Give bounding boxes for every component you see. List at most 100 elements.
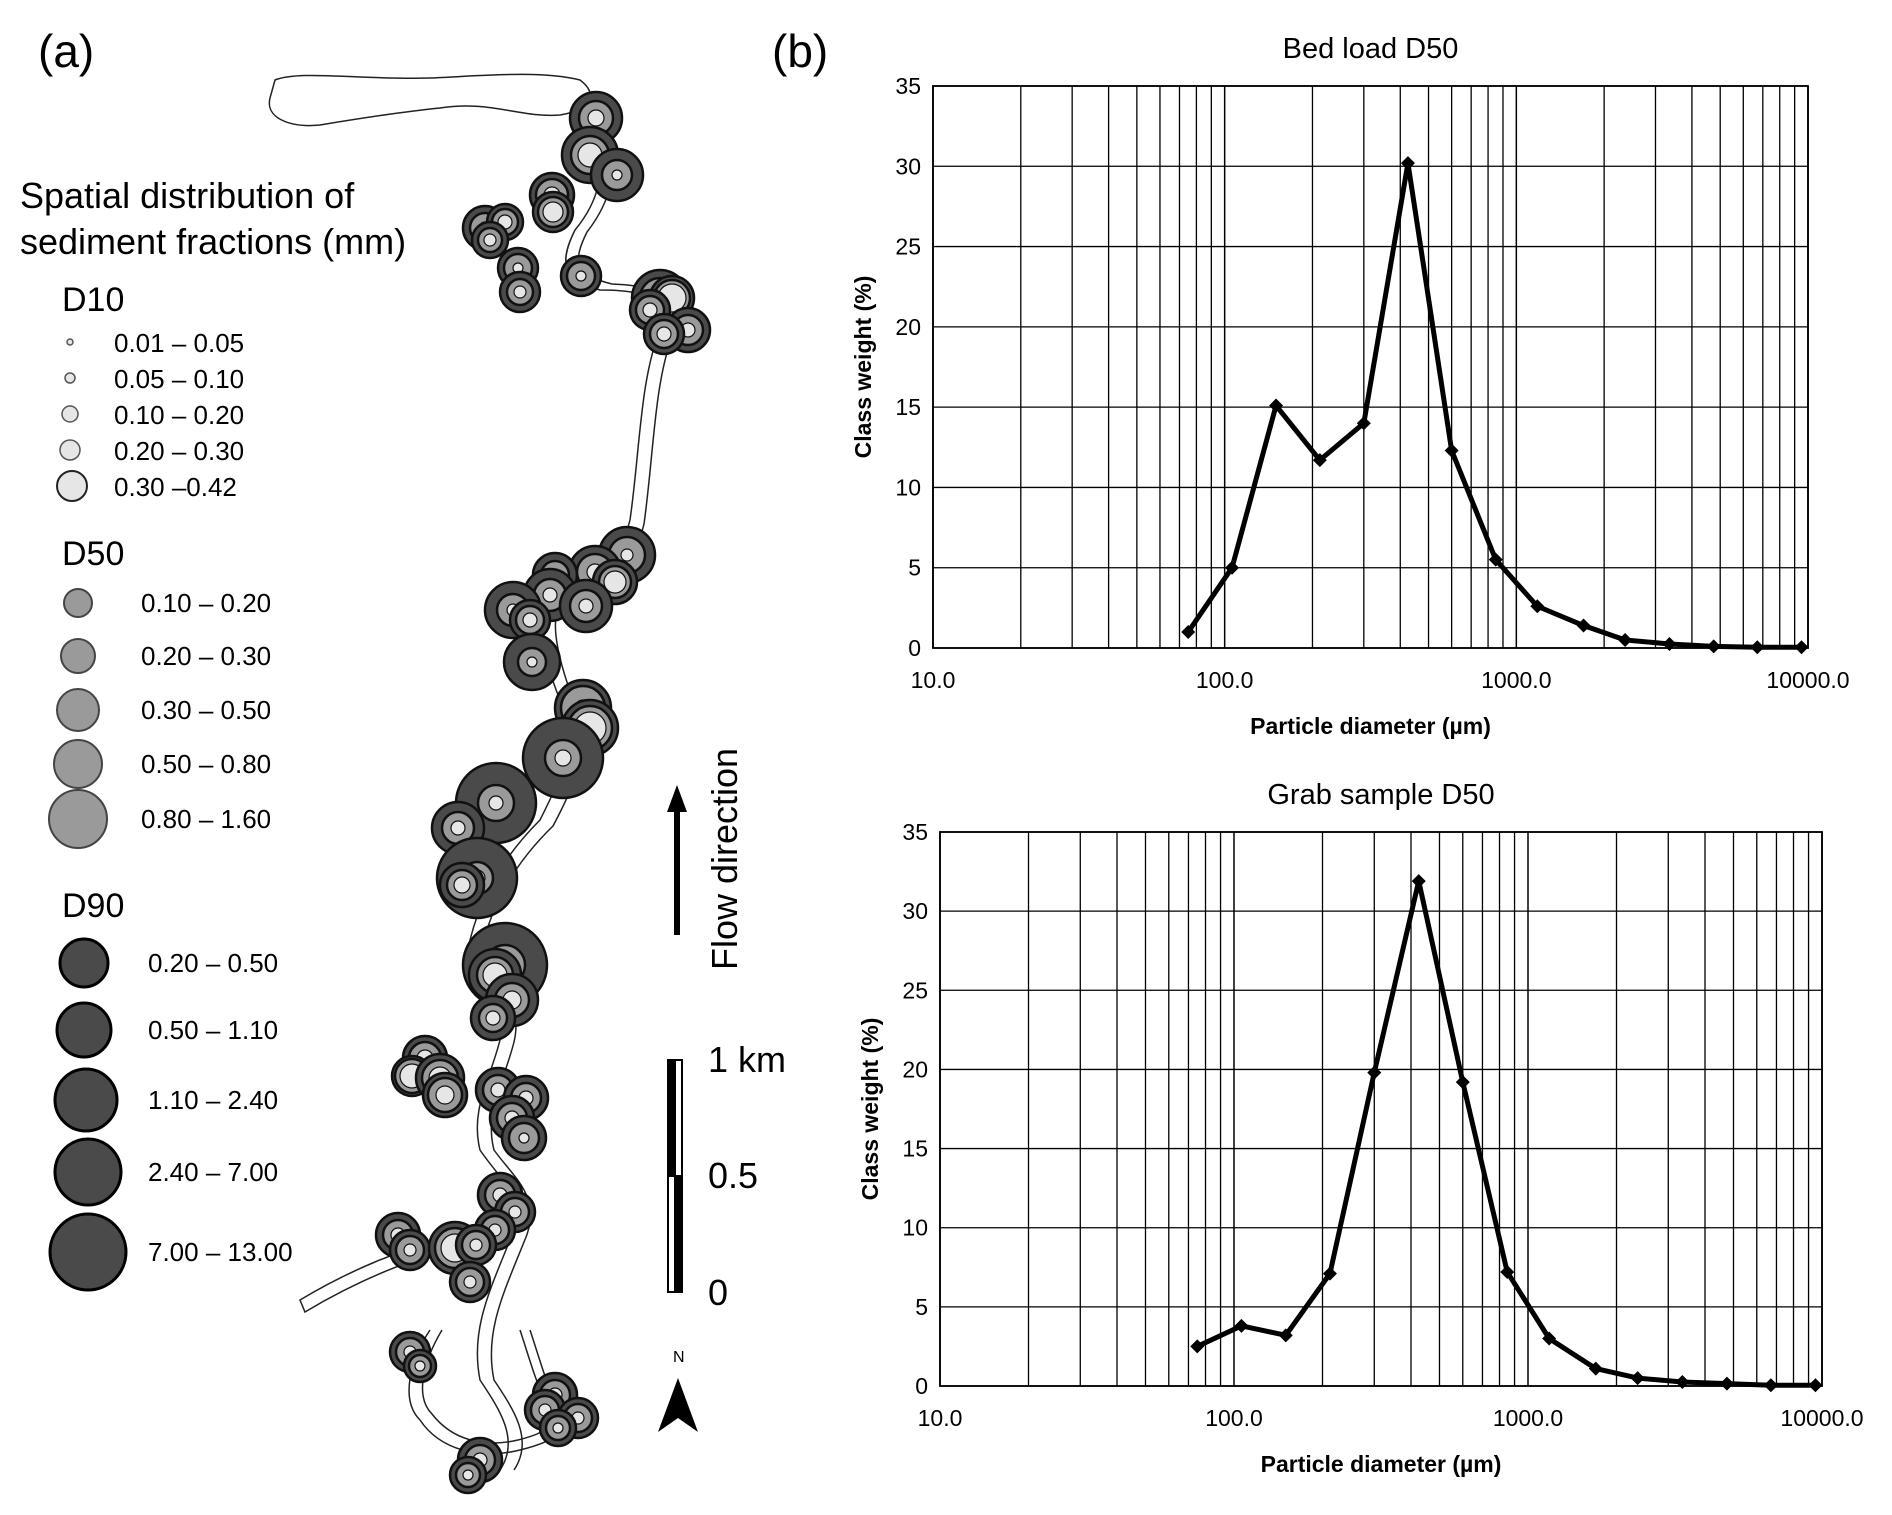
d10-symbol-4 [59,439,81,461]
x-tick-label: 1000.0 [1481,667,1551,693]
d10-class-3: 0.10 – 0.20 [114,400,244,430]
data-point [1794,640,1809,655]
data-point [1542,1331,1557,1346]
d90-symbol-4 [53,1137,123,1207]
data-point [1225,560,1240,575]
y-axis-label: Class weight (%) [857,1018,883,1201]
sample-site [498,270,542,314]
data-point [1750,640,1765,655]
data-point [1411,874,1426,889]
y-tick-label: 20 [902,1056,928,1082]
y-tick-label: 15 [895,394,921,420]
y-tick-label: 10 [902,1215,928,1241]
sample-site [589,147,645,203]
data-point [1234,1318,1249,1333]
sample-site [558,578,614,634]
data-point [1190,1339,1205,1354]
data-point [1662,636,1677,651]
data-point [1322,1266,1337,1281]
sediment-map: Spatial distribution of sediment fractio… [20,73,786,1495]
sample-site [470,220,510,260]
scale-bar [667,1059,683,1293]
sample-site [559,254,603,298]
d90-class-2: 0.50 – 1.10 [148,1015,278,1045]
sample-site [402,1348,438,1384]
sample-site [508,598,552,642]
d90-class-5: 7.00 – 13.00 [148,1237,293,1267]
d90-symbol-5 [48,1212,128,1292]
sample-site [421,1071,469,1119]
legend-title-line2: sediment fractions (mm) [20,221,406,262]
d10-symbol-2 [64,372,76,384]
flow-direction-label: Flow direction [704,748,745,970]
d90-class-3: 1.10 – 2.40 [148,1085,278,1115]
data-point [1576,618,1591,633]
d10-class-2: 0.05 – 0.10 [114,364,244,394]
d90-title: D90 [62,887,124,925]
data-point [1630,1371,1645,1386]
chart-bed-load: 0 5 10 15 20 25 30 35 10.0 100.0 1000.0 10000.0 Bed … [850,33,1850,739]
plot-frame [932,85,1809,649]
d50-symbol-1 [63,588,93,618]
d50-class-4: 0.50 – 0.80 [141,749,271,779]
plot-frame [939,831,1823,1387]
y-tick-label: 0 [908,635,921,661]
x-tick-label: 100.0 [1196,667,1254,693]
y-tick-label: 25 [902,977,928,1003]
x-tick-label: 10000.0 [1780,1405,1863,1431]
d50-class-3: 0.30 – 0.50 [141,695,271,725]
data-point [1763,1378,1778,1393]
data-point [1181,624,1196,639]
sample-site [502,632,562,692]
data-point [1367,1065,1382,1080]
y-tick-label: 35 [902,819,928,845]
data-point [1455,1075,1470,1090]
y-tick-label: 25 [895,234,921,260]
y-tick-label: 30 [902,898,928,924]
panel-a-label: (a) [38,25,95,77]
sample-site [448,1455,488,1495]
x-tick-label: 100.0 [1205,1405,1263,1431]
scale-label-0.5: 0.5 [708,1155,758,1196]
y-tick-label: 20 [895,314,921,340]
d10-class-1: 0.01 – 0.05 [114,328,244,358]
d10-title: D10 [62,281,124,319]
y-axis-label: Class weight (%) [850,276,876,459]
data-point [1500,1265,1515,1280]
chart-grab-sample: 0 5 10 15 20 25 30 35 10.0 100.0 1000.0 10000.0 Grab… [857,779,1864,1477]
sample-site [642,312,686,356]
data-point [1400,156,1415,171]
d50-symbol-5 [48,789,108,849]
data-point [1269,398,1284,413]
x-tick-label: 10.0 [918,1405,963,1431]
map-legend: Spatial distribution of sediment fractio… [20,175,406,1292]
data-point [1444,443,1459,458]
d10-class-5: 0.30 –0.42 [114,472,237,502]
x-tick-label: 10000.0 [1766,667,1849,693]
sample-site [538,1408,578,1448]
d50-class-5: 0.80 – 1.60 [141,804,271,834]
legend-title-line1: Spatial distribution of [20,175,355,216]
series-line [1196,878,1816,1388]
d50-symbol-3 [56,688,100,732]
d50-class-2: 0.20 – 0.30 [141,641,271,671]
sample-site [438,861,486,909]
d10-class-4: 0.20 – 0.30 [114,436,244,466]
data-point [1488,552,1503,567]
sample-site [448,1260,492,1304]
data-point [1706,639,1721,654]
d90-symbol-2 [55,1001,113,1059]
y-tick-label: 5 [915,1294,928,1320]
sample-site [388,1228,432,1272]
d90-class-1: 0.20 – 0.50 [148,948,278,978]
data-point [1356,416,1371,431]
panel-b-label: (b) [772,25,829,77]
y-tick-label: 30 [895,153,921,179]
d50-class-1: 0.10 – 0.20 [141,588,271,618]
d50-symbol-4 [53,739,103,789]
sample-site [521,716,605,800]
sample-site [500,1114,548,1162]
y-tick-label: 5 [908,555,921,581]
y-tick-label: 15 [902,1136,928,1162]
chart-title: Grab sample D50 [1267,779,1494,811]
